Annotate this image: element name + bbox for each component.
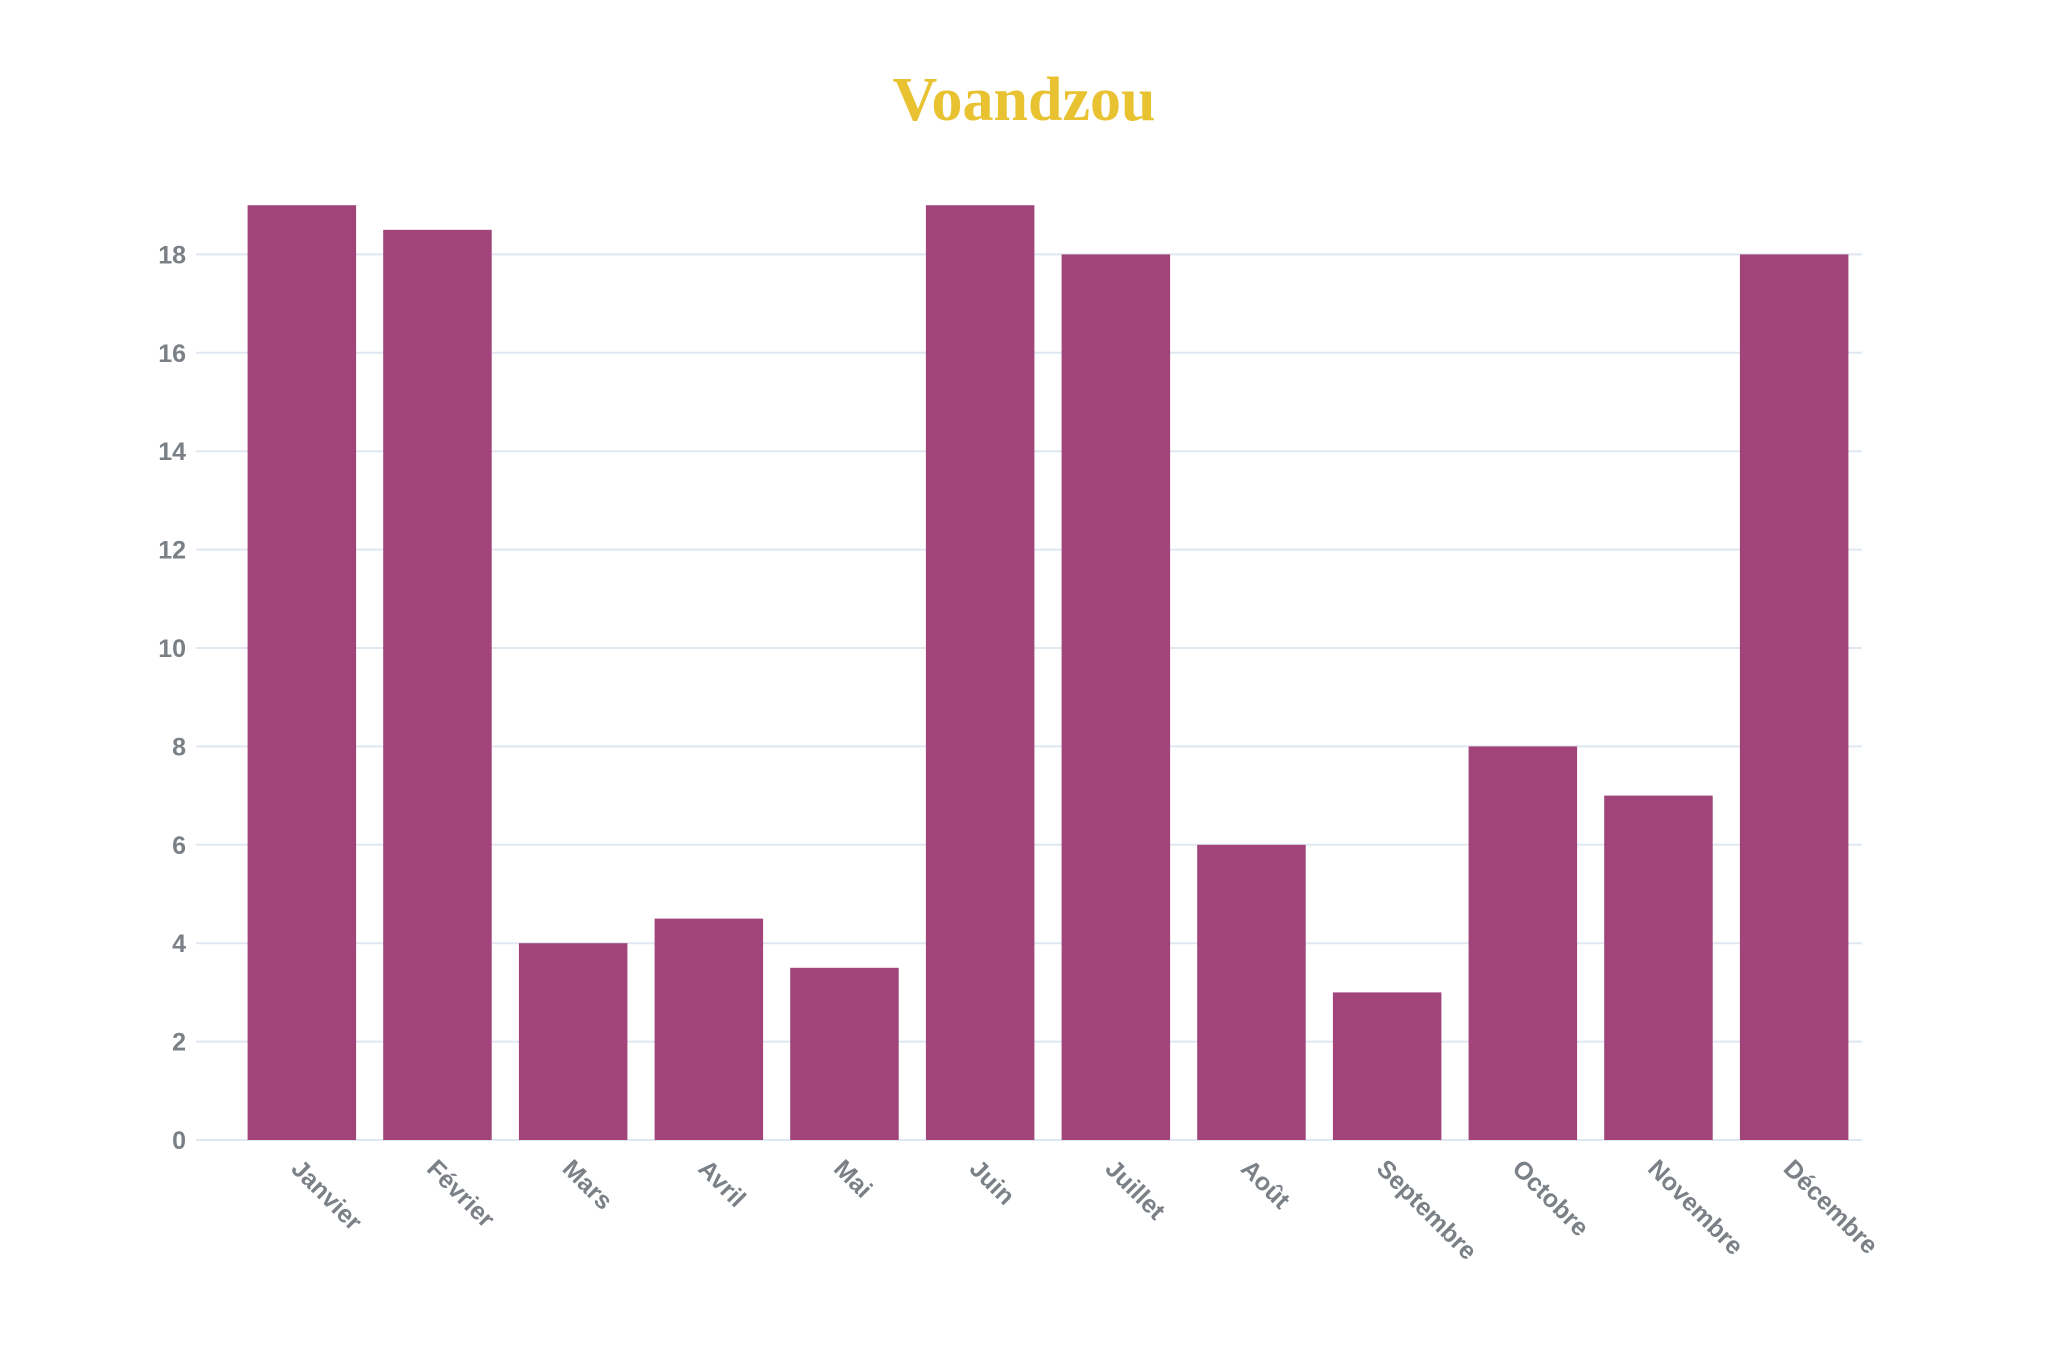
bar-février — [383, 229, 492, 1141]
y-tick-label: 6 — [172, 832, 186, 860]
x-tick-label: Novembre — [1642, 1154, 1748, 1260]
x-tick-label: Octobre — [1507, 1154, 1595, 1242]
bar-mai — [790, 967, 899, 1140]
x-tick-label: Février — [421, 1154, 500, 1233]
bar-mars — [518, 943, 628, 1140]
bar-janvier — [247, 205, 357, 1140]
y-tick-label: 2 — [172, 1029, 186, 1057]
x-tick-label: Décembre — [1778, 1154, 1883, 1259]
x-tick-label: Juillet — [1100, 1154, 1171, 1225]
bar-septembre — [1332, 992, 1442, 1140]
x-tick-label: Septembre — [1371, 1154, 1482, 1265]
bar-juillet — [1061, 254, 1171, 1140]
y-tick-label: 8 — [172, 733, 186, 761]
bar-octobre — [1468, 746, 1578, 1140]
x-tick-label: Mai — [828, 1154, 877, 1203]
x-tick-label: Juin — [964, 1154, 1020, 1210]
x-tick-label: Août — [1235, 1154, 1296, 1215]
chart-title: Voandzou — [892, 66, 1156, 134]
bar-novembre — [1604, 795, 1713, 1140]
y-tick-label: 10 — [158, 635, 186, 663]
y-axis-ticks: 0 2 4 6 8 10 12 14 16 18 — [158, 241, 186, 1155]
x-tick-label: Avril — [693, 1154, 751, 1212]
bar-juin — [925, 205, 1035, 1140]
x-tick-label: Janvier — [286, 1154, 368, 1236]
x-axis-ticks: Janvier Février Mars Avril Mai Juin Juillet Aoû… — [286, 1154, 1884, 1265]
bar-avril — [654, 918, 764, 1140]
y-tick-label: 4 — [172, 930, 186, 958]
y-tick-label: 12 — [158, 537, 186, 565]
y-tick-label: 16 — [158, 340, 186, 368]
y-tick-label: 18 — [158, 241, 186, 269]
y-tick-label: 0 — [172, 1127, 186, 1155]
bar-août — [1197, 844, 1306, 1140]
y-tick-label: 14 — [158, 438, 186, 466]
bar-décembre — [1739, 254, 1849, 1140]
x-tick-label: Mars — [557, 1154, 618, 1215]
bars — [247, 205, 1849, 1141]
